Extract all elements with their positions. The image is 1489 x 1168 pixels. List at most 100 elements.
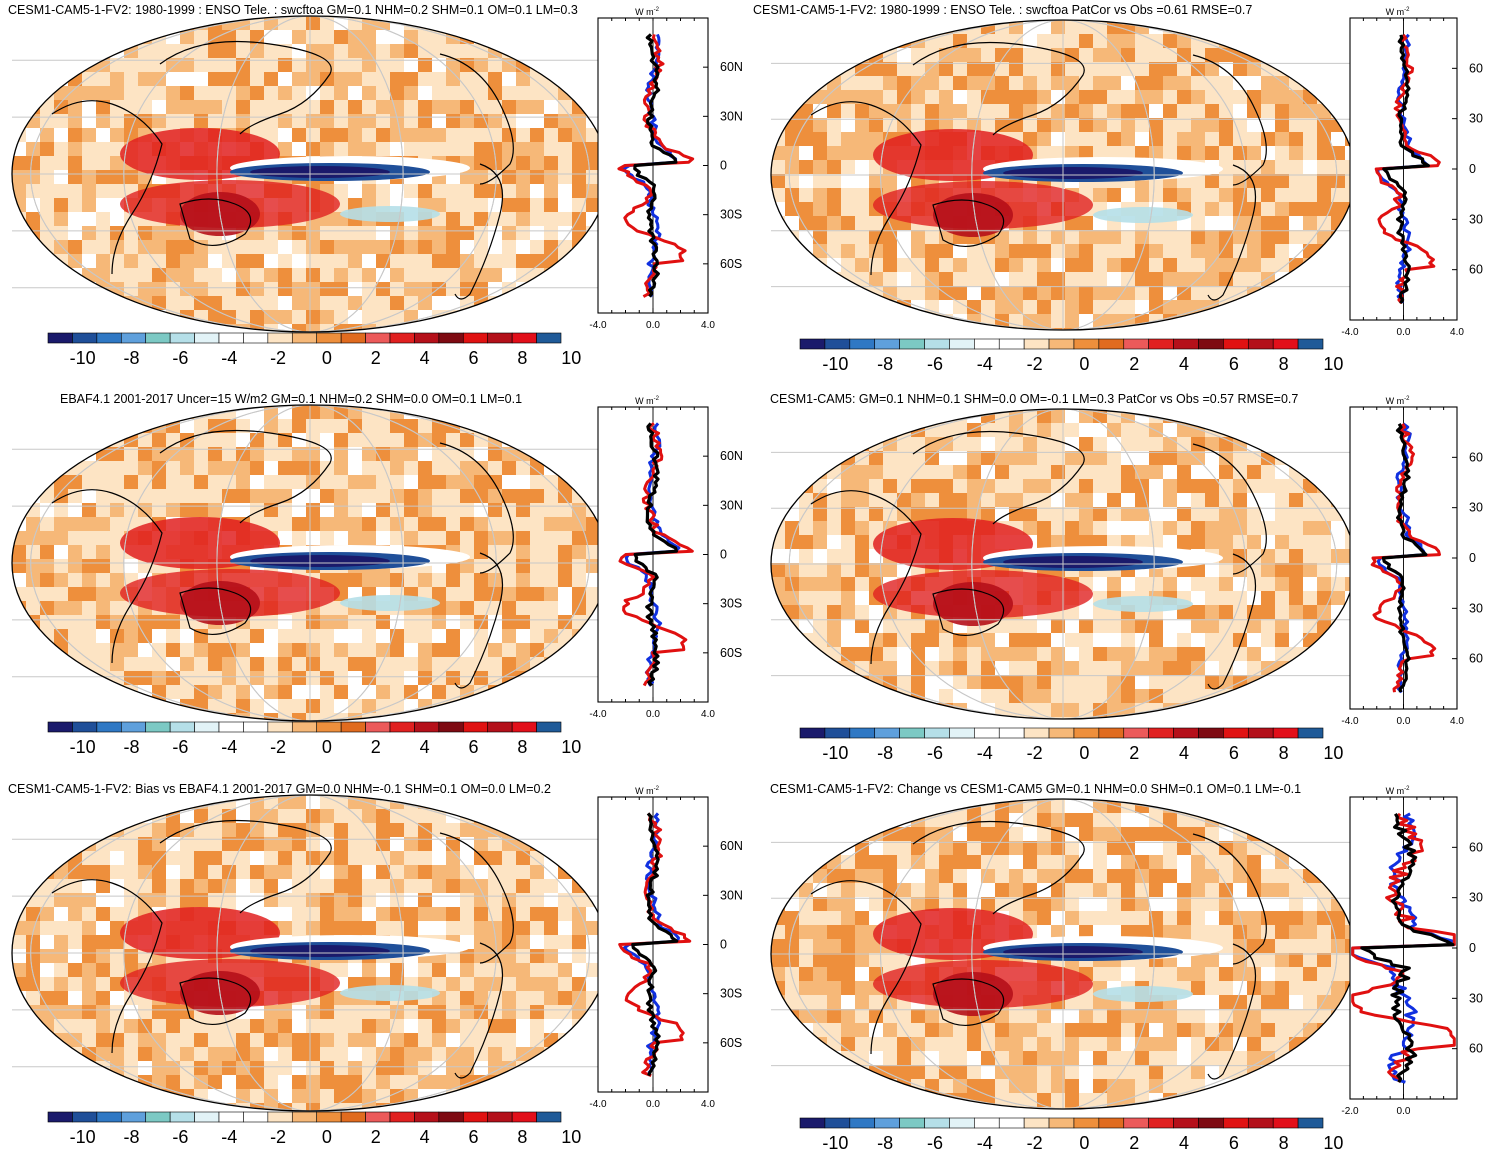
lat-tick-label: 60 (1469, 263, 1483, 277)
colorbar-tick-label: 10 (561, 1127, 581, 1147)
lat-tick-label: 60 (1469, 1042, 1483, 1056)
colorbar-swatch (1198, 338, 1224, 350)
colorbar-tick-label: -10 (70, 348, 96, 368)
colorbar-swatch (462, 721, 489, 733)
zonal-mean-plot: W m-2 60N 30N 0 30S 60S -4.0 0.0 4.0 (589, 786, 743, 1110)
colorbar-swatch (1198, 727, 1224, 739)
colorbar-swatch (414, 721, 440, 733)
lat-tick-label: 0 (1469, 551, 1476, 565)
zonal-mean-unit: W m-2 (1386, 786, 1410, 796)
colorbar-swatch (998, 338, 1025, 350)
colorbar-swatch (924, 338, 950, 350)
lat-tick-label: 60 (1469, 450, 1483, 464)
colorbar-swatch (974, 1117, 1000, 1129)
lat-tick-label: 60N (720, 60, 743, 74)
colorbar-tick-label: -2 (1027, 354, 1043, 374)
colorbar-tick-label: -6 (927, 1133, 943, 1153)
colorbar-tick-label: 8 (517, 1127, 527, 1147)
colorbar-swatch (1148, 338, 1174, 350)
colorbar-tick-label: 6 (468, 737, 478, 757)
panel-svg: W m-2 60N 30N 0 30S 60S -4.0 0.0 4.0 -10 -8 -6 -4 -2 0… (11, 396, 743, 757)
zonal-mean-unit: W m-2 (635, 786, 659, 796)
colorbar-tick-label: -8 (877, 743, 893, 763)
colorbar-swatch (145, 332, 171, 344)
colorbar-swatch (389, 1111, 415, 1123)
colorbar-swatch (511, 1111, 537, 1123)
colorbar-swatch (949, 338, 975, 350)
colorbar-tick-label: -4 (221, 1127, 237, 1147)
colorbar-tick-label: 6 (1229, 1133, 1239, 1153)
colorbar: -10 -8 -6 -4 -2 0 2 4 6 8 10 (47, 332, 581, 368)
lat-tick-label: 30N (720, 498, 743, 512)
colorbar-tick-label: -10 (822, 1133, 848, 1153)
colorbar-swatch (1173, 727, 1199, 739)
colorbar-tick-label: -6 (927, 354, 943, 374)
colorbar-swatch (47, 721, 73, 733)
colorbar-tick-label: -4 (977, 743, 993, 763)
colorbar-swatch (949, 727, 975, 739)
colorbar-tick-label: -10 (822, 743, 848, 763)
colorbar-tick-label: 8 (1279, 354, 1289, 374)
colorbar-tick-label: 0 (1079, 1133, 1089, 1153)
zonal-mean-unit: W m-2 (1386, 396, 1410, 406)
colorbar-tick-label: 2 (1129, 354, 1139, 374)
colorbar-swatch (899, 727, 925, 739)
colorbar-tick-label: -2 (1027, 743, 1043, 763)
panel-change: CESM1-CAM5-1-FV2: Change vs CESM1-CAM5 G… (745, 779, 1489, 1168)
colorbar-tick-label: 4 (420, 348, 430, 368)
colorbar-swatch (194, 1111, 220, 1123)
lat-tick-label: 30 (1469, 991, 1483, 1005)
colorbar-swatch (1173, 338, 1199, 350)
zm-x-tick-label: -2.0 (1341, 1106, 1359, 1117)
colorbar-tick-label: -8 (877, 1133, 893, 1153)
colorbar-swatch (243, 1111, 269, 1123)
colorbar-swatch (96, 1111, 122, 1123)
coastlines (51, 429, 514, 689)
panel-svg: W m-2 60 30 0 30 60 -2.0 0.0 -10 -8 -6 -4 -2 0 2 4 6 8 10 (770, 786, 1483, 1153)
zonal-mean-unit: W m-2 (635, 396, 659, 406)
colorbar-tick-label: -10 (70, 1127, 96, 1147)
zm-curve-model (1381, 423, 1428, 693)
colorbar-swatch (824, 727, 851, 739)
colorbar: -10 -8 -6 -4 -2 0 2 4 6 8 10 (47, 721, 581, 757)
lat-tick-label: 60N (720, 449, 743, 463)
zm-x-tick-label: 4.0 (701, 1099, 715, 1110)
colorbar-tick-label: 2 (371, 737, 381, 757)
zonal-mean-plot: W m-2 60N 30N 0 30S 60S -4.0 0.0 4.0 (589, 396, 743, 720)
colorbar-swatch (389, 332, 415, 344)
lat-tick-label: 60S (720, 257, 742, 271)
zm-x-tick-label: 4.0 (701, 709, 715, 720)
colorbar-swatch (96, 332, 122, 344)
colorbar-swatch (243, 721, 269, 733)
panel-title: CESM1-CAM5-1-FV2: 1980-1999 : ENSO Tele.… (753, 3, 1253, 17)
colorbar-swatch (340, 1111, 366, 1123)
colorbar: -10 -8 -6 -4 -2 0 2 4 6 8 10 (799, 338, 1343, 374)
colorbar: -10 -8 -6 -4 -2 0 2 4 6 8 10 (799, 1117, 1343, 1153)
lat-tick-label: 30 (1469, 501, 1483, 515)
colorbar-swatch (949, 1117, 975, 1129)
lat-tick-label: 60S (720, 646, 742, 660)
colorbar-swatch (511, 721, 537, 733)
colorbar-swatch (438, 332, 464, 344)
colorbar-swatch (1272, 338, 1299, 350)
colorbar-swatch (1023, 727, 1050, 739)
colorbar-swatch (1048, 727, 1075, 739)
colorbar-swatch (1272, 727, 1299, 739)
colorbar-swatch (291, 1111, 318, 1123)
colorbar-swatch (1297, 727, 1324, 739)
colorbar-swatch (291, 721, 318, 733)
colorbar-swatch (1148, 727, 1174, 739)
colorbar-swatch (924, 727, 950, 739)
colorbar-swatch (145, 1111, 171, 1123)
colorbar-tick-label: 10 (1323, 743, 1343, 763)
colorbar-tick-label: -2 (270, 348, 286, 368)
lat-tick-label: 30 (1469, 212, 1483, 226)
panel-title: EBAF4.1 2001-2017 Uncer=15 W/m2 GM=0.1 N… (60, 392, 523, 406)
colorbar-swatch (998, 1117, 1025, 1129)
colorbar-swatch (47, 1111, 73, 1123)
lat-tick-label: 30N (720, 888, 743, 902)
colorbar-swatch (462, 332, 489, 344)
colorbar-swatch (849, 338, 876, 350)
coastlines (810, 430, 1267, 690)
colorbar-swatch (824, 338, 851, 350)
